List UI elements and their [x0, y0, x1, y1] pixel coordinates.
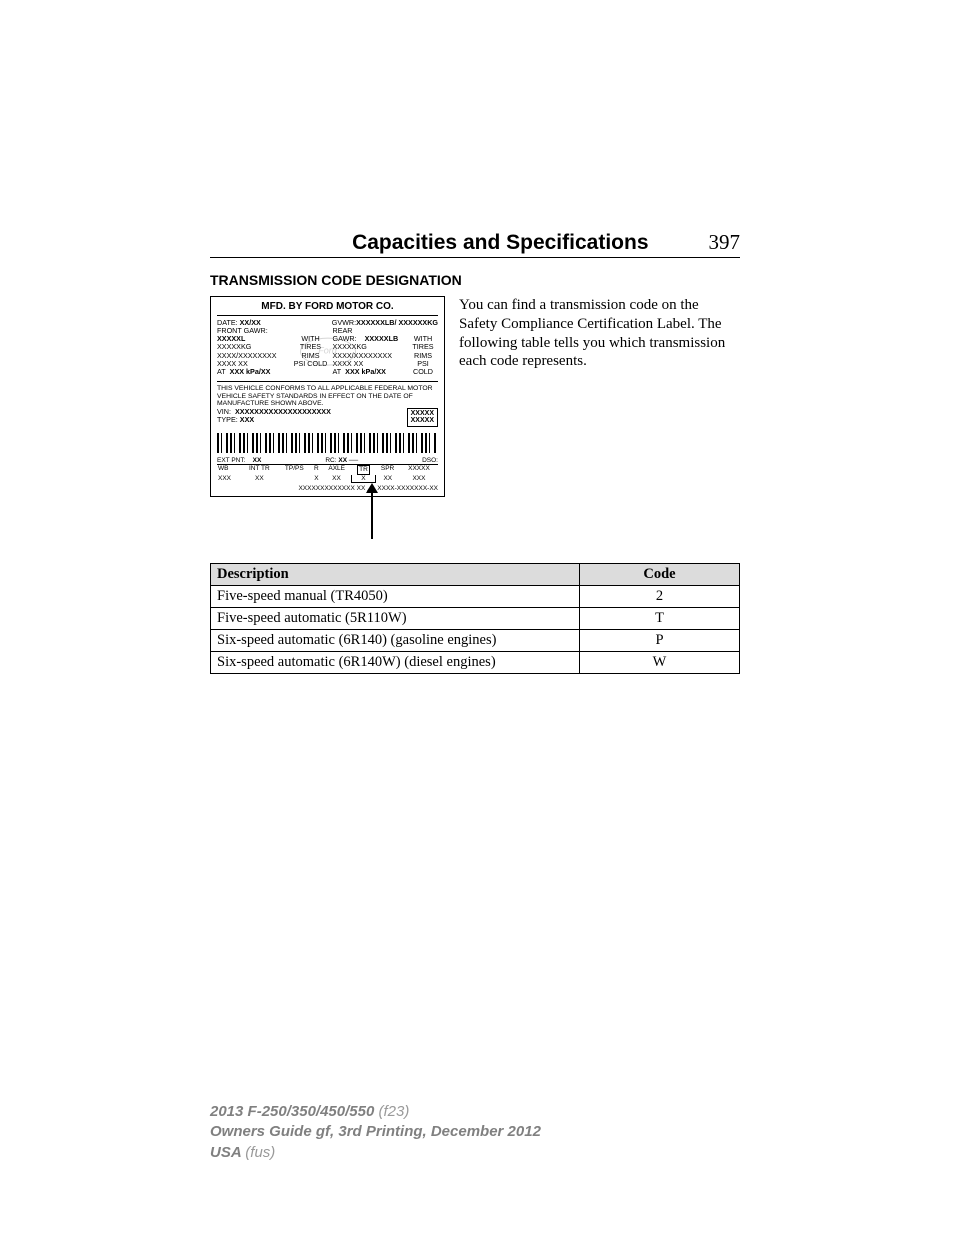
table-row: Six-speed automatic (6R140) (gasoline en…	[211, 630, 740, 652]
transmission-codes-table: Description Code Five-speed manual (TR40…	[210, 563, 740, 674]
body-paragraph: You can find a transmission code on the …	[459, 296, 740, 371]
table-row: Five-speed automatic (5R110W) T	[211, 608, 740, 630]
tr-code-box: TR	[357, 465, 370, 474]
ford-oval-watermark: Ford	[300, 337, 356, 365]
barcode	[217, 433, 438, 453]
label-part-row: XXXXXXXXXXXXX XXXXXX-XXXXXXX-XX	[217, 485, 438, 492]
figure-and-text-row: MFD. BY FORD MOTOR CO. DATE: XX/XX GVWR:…	[210, 296, 740, 545]
footer-guide: Owners Guide gf, 3rd Printing, December …	[210, 1122, 740, 1142]
page-number: 397	[709, 230, 741, 255]
certification-label-box: MFD. BY FORD MOTOR CO. DATE: XX/XX GVWR:…	[210, 296, 445, 497]
label-bottom-grid: EXT PNT: XX RC: XX ── DSO: WB INT TR TP/…	[217, 457, 438, 493]
label-xbox: XXXXX XXXXX	[407, 408, 438, 427]
label-right-mid-col: WITH TIRES RIMS PSI COLD	[408, 327, 438, 377]
label-vin-row: VIN: XXXXXXXXXXXXXXXXXXXX TYPE: XXX XXXX…	[217, 408, 438, 427]
label-front-col: FRONT GAWR: XXXXXL XXXXXKG XXXX/XXXXXXXX…	[217, 327, 289, 377]
chapter-title: Capacities and Specifications	[352, 231, 648, 255]
label-codes-table: WB INT TR TP/PS R AXLE TR SPR XXXXX XXX …	[217, 464, 438, 483]
table-row: Five-speed manual (TR4050) 2	[211, 586, 740, 608]
pointer-callout	[210, 497, 445, 545]
footer-code1: (f23)	[378, 1103, 409, 1120]
label-gawr-grid: Ford FRONT GAWR: XXXXXL XXXXXKG XXXX/XXX…	[217, 327, 438, 379]
label-compliance-text: THIS VEHICLE CONFORMS TO ALL APPLICABLE …	[217, 385, 438, 407]
table-row: Six-speed automatic (6R140W) (diesel eng…	[211, 652, 740, 674]
label-title: MFD. BY FORD MOTOR CO.	[217, 301, 438, 316]
footer-model: 2013 F-250/350/450/550	[210, 1103, 374, 1120]
footer-region: USA	[210, 1144, 241, 1161]
certification-label-figure: MFD. BY FORD MOTOR CO. DATE: XX/XX GVWR:…	[210, 296, 445, 545]
page-footer: 2013 F-250/350/450/550 (f23) Owners Guid…	[210, 1102, 740, 1163]
page-header: Capacities and Specifications 397	[210, 230, 740, 258]
section-heading: TRANSMISSION CODE DESIGNATION	[210, 272, 740, 288]
th-code: Code	[580, 564, 740, 586]
footer-code2: (fus)	[245, 1144, 275, 1161]
th-description: Description	[211, 564, 580, 586]
